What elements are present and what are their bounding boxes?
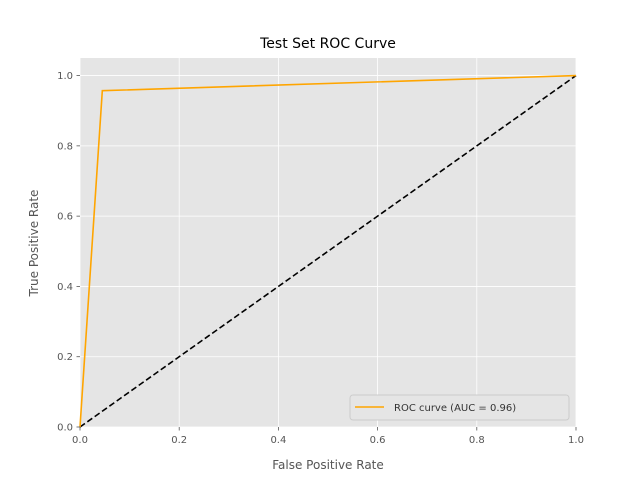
- series-layer: [79, 74, 577, 428]
- y-axis-ticks: 0.0 0.2 0.4 0.6 0.8 1.0: [57, 71, 80, 434]
- y-tick-label: 0.0: [57, 423, 73, 434]
- plot-area: [80, 58, 576, 427]
- x-axis-label: False Positive Rate: [272, 458, 384, 472]
- y-tick-label: 0.2: [57, 352, 73, 363]
- x-tick-label: 0.4: [270, 435, 286, 446]
- x-tick-label: 0.8: [469, 435, 485, 446]
- x-tick-label: 0.0: [72, 435, 88, 446]
- grid: [79, 58, 577, 428]
- legend-box: [349, 394, 570, 421]
- y-axis-label: True Positive Rate: [27, 190, 41, 298]
- y-tick-label: 0.8: [57, 141, 73, 152]
- legend: ROC curve (AUC = 0.96): [349, 394, 570, 421]
- chance-diagonal-line: [79, 74, 577, 428]
- x-axis-ticks: 0.0 0.2 0.4 0.6 0.8 1.0: [72, 427, 584, 446]
- y-tick-label: 1.0: [57, 71, 73, 82]
- y-tick-label: 0.4: [57, 282, 73, 293]
- x-tick-label: 0.2: [171, 435, 187, 446]
- legend-label: ROC curve (AUC = 0.96): [394, 403, 516, 414]
- x-tick-label: 0.6: [370, 435, 386, 446]
- chart-title: Test Set ROC Curve: [259, 36, 396, 52]
- y-tick-label: 0.6: [57, 212, 73, 223]
- x-tick-label: 1.0: [568, 435, 584, 446]
- roc-curve-line: [79, 74, 577, 428]
